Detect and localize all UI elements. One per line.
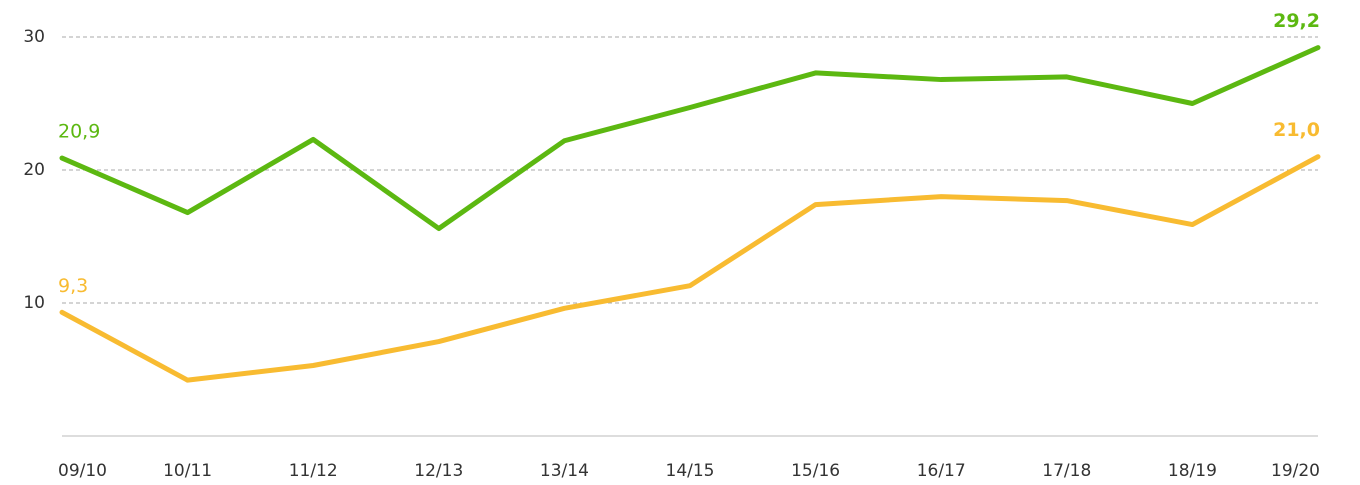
data-label: 29,2 <box>1273 10 1320 32</box>
data-label: 9,3 <box>58 275 88 297</box>
x-tick-label: 14/15 <box>666 461 715 481</box>
y-tick-label: 10 <box>23 293 45 313</box>
x-tick-label: 11/12 <box>289 461 338 481</box>
data-label: 21,0 <box>1273 119 1320 141</box>
x-tick-label: 12/13 <box>414 461 463 481</box>
x-tick-label: 10/11 <box>163 461 212 481</box>
line <box>59 45 1321 232</box>
x-tick-label: 16/17 <box>917 461 966 481</box>
data-label: 20,9 <box>58 121 100 143</box>
x-tick-label: 15/16 <box>791 461 840 481</box>
y-tick-label: 30 <box>23 27 45 47</box>
y-tick-label: 20 <box>23 160 45 180</box>
x-tick-label: 13/14 <box>540 461 589 481</box>
x-tick-label: 19/20 <box>1271 461 1320 481</box>
x-tick-label: 09/10 <box>58 461 107 481</box>
line <box>59 154 1321 383</box>
x-tick-label: 18/19 <box>1168 461 1217 481</box>
x-tick-label: 17/18 <box>1042 461 1091 481</box>
